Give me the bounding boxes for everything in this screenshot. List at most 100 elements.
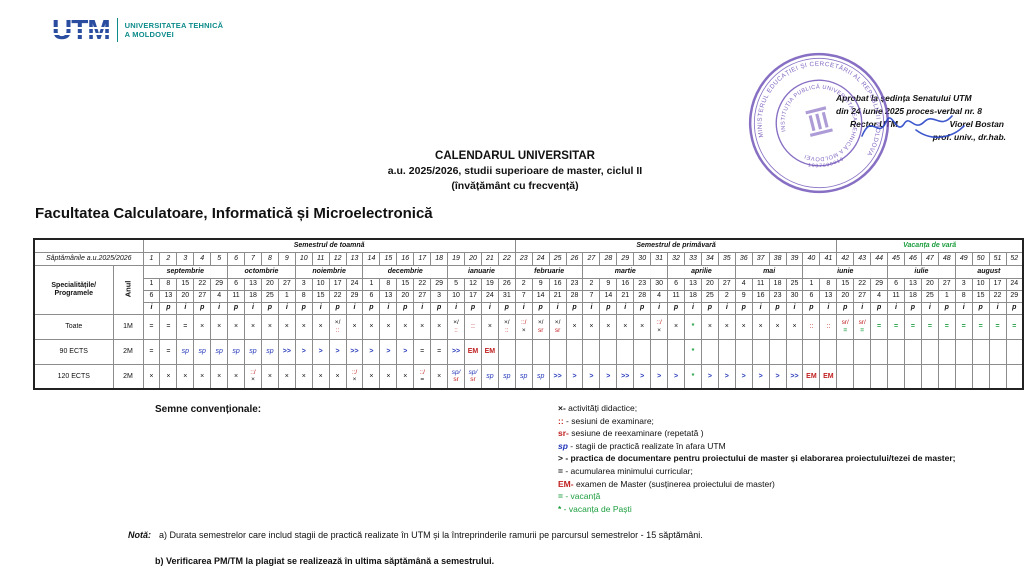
- calendar-cell: =: [413, 338, 432, 365]
- week-number: 32: [667, 251, 685, 266]
- week-start-date: 15: [836, 277, 855, 291]
- rector-name: Viorel Bostan: [949, 119, 1004, 129]
- week-number: 45: [887, 251, 905, 266]
- calendar-cell: =: [142, 338, 161, 365]
- week-end-date: 13: [159, 289, 178, 303]
- weeks-label: Săptămânile a.u.2025/2026: [33, 251, 144, 266]
- week-parity: p: [294, 301, 313, 315]
- week-number: 20: [464, 251, 482, 266]
- calendar-cell: [887, 338, 905, 365]
- week-end-date: 16: [751, 289, 770, 303]
- week-number: 39: [785, 251, 804, 266]
- week-parity: p: [260, 301, 279, 315]
- calendar-cell: [920, 338, 939, 365]
- week-number: 30: [633, 251, 652, 266]
- legend-symbol: =: [558, 491, 563, 502]
- week-end-date: 28: [633, 289, 652, 303]
- week-start-date: 3: [954, 277, 973, 291]
- week-number: 10: [294, 251, 313, 266]
- logo-stripe: [52, 27, 110, 29]
- month-header: octombrie: [227, 264, 296, 279]
- nota-label: Notă:: [128, 530, 151, 540]
- week-parity: p: [227, 301, 246, 315]
- week-start-date: 15: [396, 277, 415, 291]
- week-parity: p: [497, 301, 516, 315]
- week-start-date: 18: [768, 277, 787, 291]
- week-end-date: 25: [920, 289, 939, 303]
- legend-item: = - acumularea minimului curricular;: [558, 465, 956, 478]
- week-number: 52: [1005, 251, 1024, 266]
- calendar-cell: sp/sr: [447, 363, 466, 390]
- program-year: 2M: [112, 363, 144, 390]
- week-number: 3: [176, 251, 195, 266]
- week-end-date: 24: [480, 289, 499, 303]
- rector-signature: [861, 115, 965, 138]
- calendar-cell: sp: [497, 363, 516, 390]
- calendar-cell: >: [582, 363, 601, 390]
- calendar-cell: [853, 363, 872, 390]
- calendar-cell: EM: [464, 338, 482, 365]
- legend-symbol: =: [558, 465, 563, 476]
- calendar-cell: ×: [717, 313, 736, 340]
- calendar-cell: ×: [210, 363, 229, 390]
- week-parity: i: [887, 301, 905, 315]
- week-number: 21: [480, 251, 499, 266]
- week-end-date: 2: [717, 289, 736, 303]
- semester-row: Semestrul de toamnă Semestrul de primăvar…: [33, 238, 1024, 253]
- calendar-cell: sr/=: [836, 313, 855, 340]
- calendar-cell: =: [159, 338, 178, 365]
- approval-block: Aprobat la ședința Senatului UTM din 24 …: [836, 92, 1026, 144]
- week-end-date: 18: [244, 289, 262, 303]
- calendar-cell: [717, 338, 736, 365]
- calendar-cell: >>: [447, 338, 466, 365]
- calendar-cell: ×: [396, 363, 415, 390]
- calendar-cell: [785, 338, 804, 365]
- week-start-date: 2: [514, 277, 533, 291]
- week-parity: i: [954, 301, 973, 315]
- calendar-cell: >: [379, 338, 398, 365]
- month-header: august: [954, 264, 1024, 279]
- week-parity: i: [480, 301, 499, 315]
- calendar-cell: ×/sr: [548, 313, 567, 340]
- calendar-cell: ×: [277, 313, 296, 340]
- week-parity: i: [684, 301, 702, 315]
- week-end-date: 14: [531, 289, 550, 303]
- legend-item: EM- examen de Master (susținerea proiect…: [558, 478, 956, 491]
- legend-item: = - vacanță: [558, 490, 956, 503]
- week-end-date: 4: [870, 289, 889, 303]
- week-parity: p: [903, 301, 922, 315]
- month-header: ianuarie: [447, 264, 516, 279]
- week-end-date: 8: [954, 289, 973, 303]
- calendar-cell: sp: [531, 363, 550, 390]
- logo-stripe: [52, 33, 110, 35]
- month-header: iulie: [887, 264, 956, 279]
- week-number: 43: [853, 251, 872, 266]
- week-end-date: 29: [345, 289, 364, 303]
- calendar-cell: ×: [210, 313, 229, 340]
- logo-text-line2: A MOLDOVEI: [124, 30, 174, 39]
- approval-rector-line: Rector UTM Viorel Bostan: [836, 118, 1004, 131]
- week-start-date: 15: [176, 277, 195, 291]
- document-title: CALENDARUL UNIVERSITAR a.u. 2025/2026, s…: [0, 150, 1030, 192]
- calendar-cell: >>: [548, 363, 567, 390]
- calendar-cell: [667, 338, 685, 365]
- calendar-cell: [937, 338, 956, 365]
- official-stamp: MINISTERUL EDUCAȚIEI ȘI CERCETĂRII AL RE…: [743, 47, 891, 194]
- week-number: 6: [227, 251, 246, 266]
- week-start-date: 13: [903, 277, 922, 291]
- utm-logo: UTM UNIVERSITATEA TEHNICĂ A MOLDOVEI: [52, 16, 223, 44]
- week-end-date: 27: [853, 289, 872, 303]
- week-end-date: 3: [430, 289, 449, 303]
- calendar-cell: ×/::: [497, 313, 516, 340]
- week-end-date: 11: [667, 289, 685, 303]
- calendar-cell: >: [751, 363, 770, 390]
- calendar-cell: ×: [379, 313, 398, 340]
- calendar-cell: [548, 338, 567, 365]
- week-end-date: 20: [396, 289, 415, 303]
- calendar-cell: ::: [819, 313, 838, 340]
- calendar-cell: >>: [345, 338, 364, 365]
- calendar-cell: ×: [480, 313, 499, 340]
- week-end-date: 28: [565, 289, 584, 303]
- week-start-date: 23: [633, 277, 652, 291]
- week-end-date: 10: [447, 289, 466, 303]
